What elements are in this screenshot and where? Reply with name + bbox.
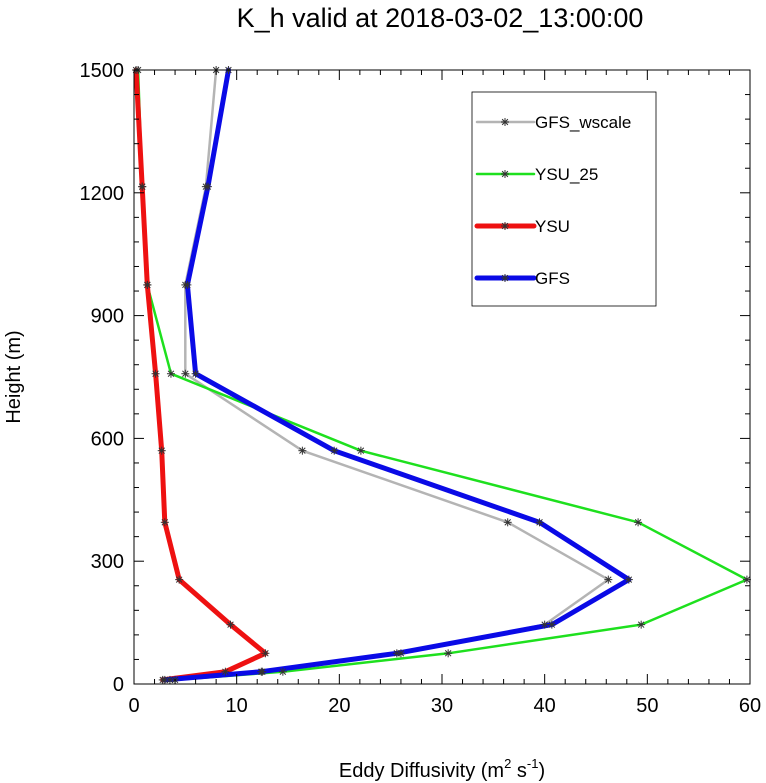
series-marker — [191, 369, 200, 378]
y-tick-label: 1500 — [80, 60, 125, 82]
series-marker — [278, 667, 287, 676]
series-marker — [257, 667, 266, 676]
series-marker — [151, 369, 160, 378]
series-marker — [261, 649, 270, 658]
x-tick-label: 50 — [636, 695, 658, 717]
x-tick-label: 0 — [128, 695, 139, 717]
series-marker — [157, 446, 166, 455]
series-marker — [356, 446, 365, 455]
y-tick-label: 600 — [91, 428, 124, 450]
x-tick-label: 40 — [534, 695, 556, 717]
x-tick-label: 20 — [328, 695, 350, 717]
legend-marker — [501, 274, 509, 282]
series-marker — [160, 675, 169, 684]
x-axis-label: Eddy Diffusivity (m2 s-1) — [339, 756, 545, 782]
series-marker — [226, 620, 235, 629]
series-marker — [604, 575, 613, 584]
series-marker — [143, 280, 152, 289]
legend-box — [471, 91, 657, 307]
y-axis-label: Height (m) — [3, 330, 25, 423]
plot-frame — [133, 69, 751, 685]
legend-marker — [501, 222, 509, 230]
legend-label: GFS — [535, 269, 570, 288]
x-tick-label: 10 — [226, 695, 248, 717]
legend: GFS_wscale YSU_25 YSU GFS — [471, 91, 657, 307]
series-marker — [221, 667, 230, 676]
legend-label: YSU — [535, 217, 570, 236]
y-tick-label: 0 — [113, 674, 124, 696]
series-marker — [535, 518, 544, 527]
series-marker — [330, 446, 339, 455]
series-marker — [634, 518, 643, 527]
series-marker — [203, 182, 212, 191]
series-marker — [444, 649, 453, 658]
legend-marker — [501, 118, 509, 126]
x-axis-label-mid: s — [511, 760, 527, 782]
series-marker — [138, 182, 147, 191]
legend-label: YSU_25 — [535, 165, 598, 184]
x-tick-label: 60 — [739, 695, 761, 717]
series-marker — [392, 649, 401, 658]
series-marker — [298, 446, 307, 455]
legend-marker — [501, 170, 509, 178]
series-marker — [175, 575, 184, 584]
series-marker — [624, 575, 633, 584]
series-layer — [132, 66, 751, 684]
series-marker — [547, 620, 556, 629]
series-marker — [540, 620, 549, 629]
x-tick-label: 30 — [431, 695, 453, 717]
y-tick-label: 300 — [91, 551, 124, 573]
y-tick-label: 1200 — [80, 183, 125, 205]
series-marker — [181, 369, 190, 378]
x-axis-label-end: ) — [538, 760, 545, 782]
series-marker — [166, 369, 175, 378]
legend-label: GFS_wscale — [535, 113, 631, 132]
chart-title: K_h valid at 2018-03-02_13:00:00 — [237, 3, 644, 33]
series-marker — [503, 518, 512, 527]
series-marker — [160, 518, 169, 527]
series-marker — [183, 280, 192, 289]
x-axis-label-main: Eddy Diffusivity (m — [339, 760, 504, 782]
x-axis-label-sup2: -1 — [527, 756, 539, 771]
x-axis-label-sup1: 2 — [504, 756, 511, 771]
y-tick-label: 900 — [91, 306, 124, 328]
series-marker — [637, 620, 646, 629]
